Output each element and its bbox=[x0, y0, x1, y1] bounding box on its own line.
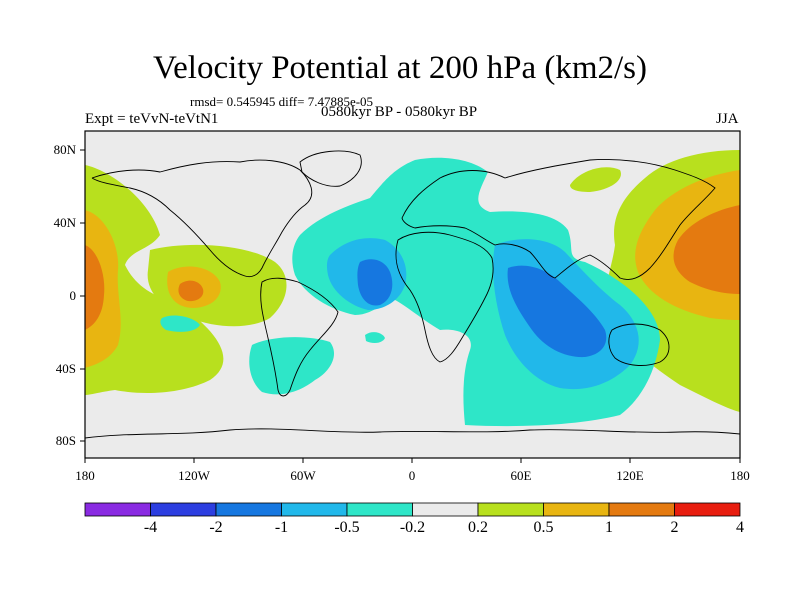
colorbar-label: -4 bbox=[143, 519, 158, 536]
colorbar-label: 2 bbox=[670, 519, 679, 536]
lat-label-0: 0 bbox=[69, 288, 77, 303]
colorbar-label: -0.2 bbox=[399, 519, 426, 536]
lat-label-40s: 40S bbox=[55, 361, 76, 376]
pacific-east-strong-positive bbox=[673, 205, 740, 294]
pacific-west-strong-positive bbox=[85, 245, 105, 330]
colorbar-label: 4 bbox=[736, 519, 744, 536]
lon-label-120e: 120E bbox=[616, 468, 644, 483]
antarctica-coast bbox=[85, 428, 740, 439]
experiment-label: Expt = teVvN-teVtN1 bbox=[85, 111, 219, 127]
north-america-coast bbox=[91, 159, 313, 278]
colorbar-swatch bbox=[281, 502, 348, 517]
indian-strong-negative bbox=[507, 265, 607, 358]
period-label: 0580kyr BP - 0580kyr BP bbox=[321, 104, 478, 120]
north-europe-positive-region bbox=[570, 167, 621, 192]
colorbar-label: -1 bbox=[274, 519, 289, 536]
lat-label-40n: 40N bbox=[53, 215, 76, 230]
colorbar-label: -0.5 bbox=[334, 519, 360, 536]
east-pacific-negative-region bbox=[160, 315, 200, 332]
colorbar-swatch bbox=[346, 502, 413, 517]
australia-coast bbox=[608, 323, 670, 366]
atlantic-strong-negative bbox=[357, 259, 393, 306]
central-pacific-strong-positive bbox=[178, 280, 204, 302]
colorbar-swatch bbox=[477, 502, 544, 517]
lat-label-80s: 80S bbox=[55, 433, 76, 448]
colorbar-swatch bbox=[543, 502, 610, 517]
lon-label-60e: 60E bbox=[510, 468, 532, 483]
greenland-coast bbox=[299, 150, 362, 187]
lon-label-0: 0 bbox=[408, 468, 416, 483]
colorbar-swatch bbox=[412, 502, 479, 517]
map-title: Velocity Potential at 200 hPa (km2/s) bbox=[152, 50, 648, 86]
lat-label-80n: 80N bbox=[53, 142, 76, 157]
lon-label-60w: 60W bbox=[290, 468, 316, 483]
axis-ticks bbox=[80, 149, 741, 463]
colorbar bbox=[84, 502, 741, 517]
stats-line: rmsd= 0.545945 diff= 7.47885e-05 bbox=[190, 94, 374, 109]
south-atlantic-negative-region bbox=[365, 332, 385, 343]
lon-label-180w: 180 bbox=[75, 468, 95, 483]
colorbar-swatch bbox=[608, 502, 675, 517]
lon-label-180e: 180 bbox=[730, 468, 750, 483]
colorbar-label: -2 bbox=[209, 519, 223, 536]
south-america-coast bbox=[260, 277, 339, 397]
season-label: JJA bbox=[716, 111, 739, 127]
south-america-negative-region bbox=[249, 337, 335, 395]
colorbar-swatch bbox=[674, 502, 741, 517]
colorbar-label: 0.2 bbox=[468, 519, 488, 536]
colorbar-swatch bbox=[150, 502, 217, 517]
colorbar-label: 1 bbox=[605, 519, 613, 536]
colorbar-swatch bbox=[215, 502, 282, 517]
colorbar-label: 0.5 bbox=[533, 519, 554, 536]
eurasia-coast bbox=[401, 159, 716, 280]
lon-label-120w: 120W bbox=[178, 468, 210, 483]
colorbar-swatch bbox=[84, 502, 151, 517]
coastlines bbox=[85, 150, 740, 439]
africa-coast bbox=[395, 231, 494, 363]
